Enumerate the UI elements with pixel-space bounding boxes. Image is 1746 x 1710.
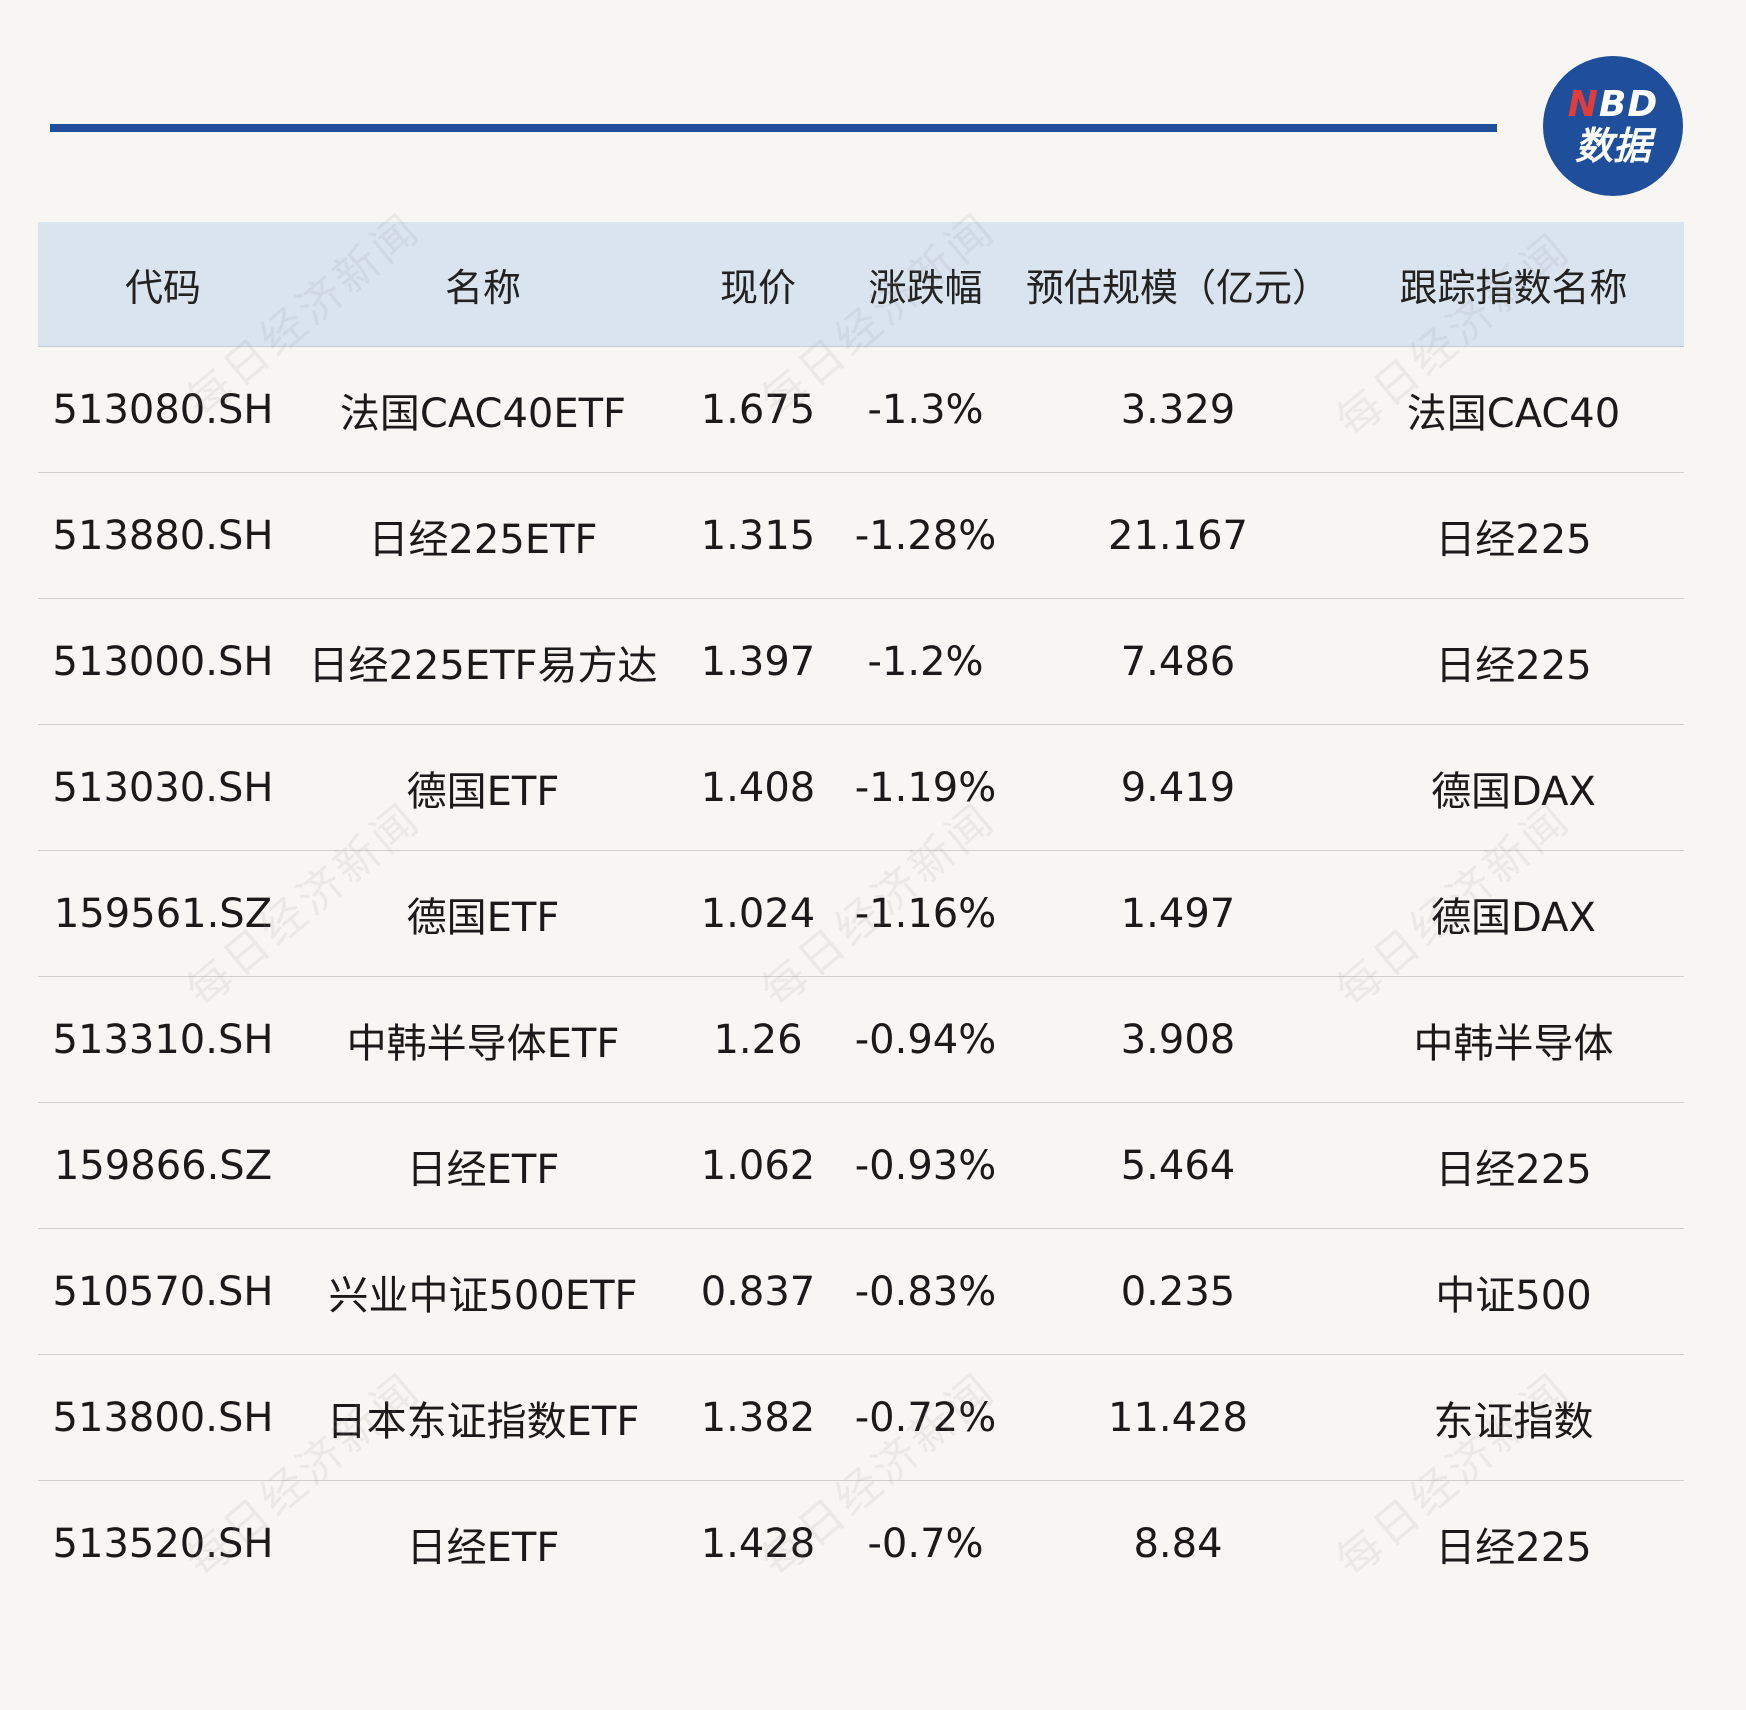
cell-price: 1.397 <box>678 598 838 725</box>
cell-price: 1.428 <box>700 1520 816 1567</box>
top-rule <box>50 124 1497 132</box>
cell-scale: 0.235 <box>1013 1228 1343 1355</box>
cell-price: 1.675 <box>678 346 838 473</box>
table-row: 513800.SH 日本东证指数ETF 1.382 -0.72% 11.428 … <box>38 1354 1684 1481</box>
header-name: 名称 <box>288 222 678 347</box>
cell-code: 159561.SZ <box>38 850 288 977</box>
cell-change: -0.94% <box>838 976 1013 1103</box>
table-row: 513520.SH 日经ETF 1.428 -0.7% 8.84 日经225 <box>38 1481 1684 1607</box>
logo-line1: NBD <box>1568 87 1658 123</box>
cell-name: 日经225ETF易方达 <box>288 598 678 725</box>
cell-scale: 9.419 <box>1013 724 1343 851</box>
cell-code: 513310.SH <box>38 976 288 1103</box>
cell-code: 513080.SH <box>38 346 288 473</box>
cell-change: -0.83% <box>838 1228 1013 1355</box>
cell-index: 德国DAX <box>1343 850 1684 977</box>
cell-index: 日经225 <box>1343 472 1684 599</box>
cell-name: 日经225ETF <box>288 472 678 599</box>
cell-code: 513520.SH <box>52 1520 274 1567</box>
table-row: 510570.SH 兴业中证500ETF 0.837 -0.83% 0.235 … <box>38 1228 1684 1355</box>
header-scale: 预估规模（亿元） <box>1013 222 1343 347</box>
cell-index: 德国DAX <box>1343 724 1684 851</box>
cell-name: 日本东证指数ETF <box>288 1354 678 1481</box>
cell-code: 513030.SH <box>38 724 288 851</box>
cell-index: 日经225 <box>1343 1102 1684 1229</box>
cell-change: -0.93% <box>838 1102 1013 1229</box>
cell-scale: 8.84 <box>1133 1520 1223 1567</box>
cell-change: -1.28% <box>838 472 1013 599</box>
cell-index: 东证指数 <box>1343 1354 1684 1481</box>
nbd-logo: NBD 数据 <box>1543 56 1683 196</box>
cell-price: 1.408 <box>678 724 838 851</box>
logo-bd: BD <box>1598 84 1659 125</box>
logo-line2: 数据 <box>1574 124 1651 168</box>
table-header-row: 代码 名称 现价 涨跌幅 预估规模（亿元） 跟踪指数名称 <box>38 222 1684 347</box>
cell-change: -0.7% <box>867 1520 984 1567</box>
header-change: 涨跌幅 <box>838 222 1013 347</box>
cell-scale: 1.497 <box>1013 850 1343 977</box>
cell-code: 510570.SH <box>38 1228 288 1355</box>
cell-price: 1.26 <box>678 976 838 1103</box>
cell-scale: 3.329 <box>1013 346 1343 473</box>
cell-change: -1.2% <box>838 598 1013 725</box>
table-row: 513000.SH 日经225ETF易方达 1.397 -1.2% 7.486 … <box>38 598 1684 725</box>
table-row: 513030.SH 德国ETF 1.408 -1.19% 9.419 德国DAX <box>38 724 1684 851</box>
cell-price: 0.837 <box>678 1228 838 1355</box>
cell-index: 法国CAC40 <box>1343 346 1684 473</box>
logo-n: N <box>1567 84 1599 125</box>
cell-change: -1.3% <box>838 346 1013 473</box>
cell-change: -1.19% <box>838 724 1013 851</box>
table-row: 159561.SZ 德国ETF 1.024 -1.16% 1.497 德国DAX <box>38 850 1684 977</box>
cell-name: 中韩半导体ETF <box>288 976 678 1103</box>
cell-price: 1.024 <box>678 850 838 977</box>
cell-code: 159866.SZ <box>38 1102 288 1229</box>
table-row: 513310.SH 中韩半导体ETF 1.26 -0.94% 3.908 中韩半… <box>38 976 1684 1103</box>
cell-name: 德国ETF <box>288 724 678 851</box>
table-row: 159866.SZ 日经ETF 1.062 -0.93% 5.464 日经225 <box>38 1102 1684 1229</box>
cell-code: 513880.SH <box>38 472 288 599</box>
etf-table: 代码 名称 现价 涨跌幅 预估规模（亿元） 跟踪指数名称 513080.SH 法… <box>38 222 1684 1606</box>
cell-code: 513800.SH <box>38 1354 288 1481</box>
cell-price: 1.382 <box>678 1354 838 1481</box>
cell-index: 日经225 <box>1343 598 1684 725</box>
cell-scale: 7.486 <box>1013 598 1343 725</box>
header-price: 现价 <box>678 222 838 347</box>
header-index: 跟踪指数名称 <box>1343 222 1684 347</box>
table-row: 513080.SH 法国CAC40ETF 1.675 -1.3% 3.329 法… <box>38 346 1684 473</box>
cell-name: 德国ETF <box>288 850 678 977</box>
cell-code: 513000.SH <box>38 598 288 725</box>
cell-index: 中证500 <box>1343 1228 1684 1355</box>
table-row: 513880.SH 日经225ETF 1.315 -1.28% 21.167 日… <box>38 472 1684 599</box>
cell-index: 中韩半导体 <box>1343 976 1684 1103</box>
cell-price: 1.315 <box>678 472 838 599</box>
cell-change: -1.16% <box>838 850 1013 977</box>
cell-index: 日经225 <box>1435 1524 1592 1571</box>
cell-scale: 5.464 <box>1013 1102 1343 1229</box>
cell-name: 法国CAC40ETF <box>288 346 678 473</box>
cell-name: 日经ETF <box>406 1524 560 1571</box>
cell-name: 日经ETF <box>288 1102 678 1229</box>
cell-scale: 11.428 <box>1013 1354 1343 1481</box>
cell-change: -0.72% <box>838 1354 1013 1481</box>
cell-scale: 21.167 <box>1013 472 1343 599</box>
cell-scale: 3.908 <box>1013 976 1343 1103</box>
header-code: 代码 <box>38 222 288 347</box>
cell-name: 兴业中证500ETF <box>288 1228 678 1355</box>
cell-price: 1.062 <box>678 1102 838 1229</box>
